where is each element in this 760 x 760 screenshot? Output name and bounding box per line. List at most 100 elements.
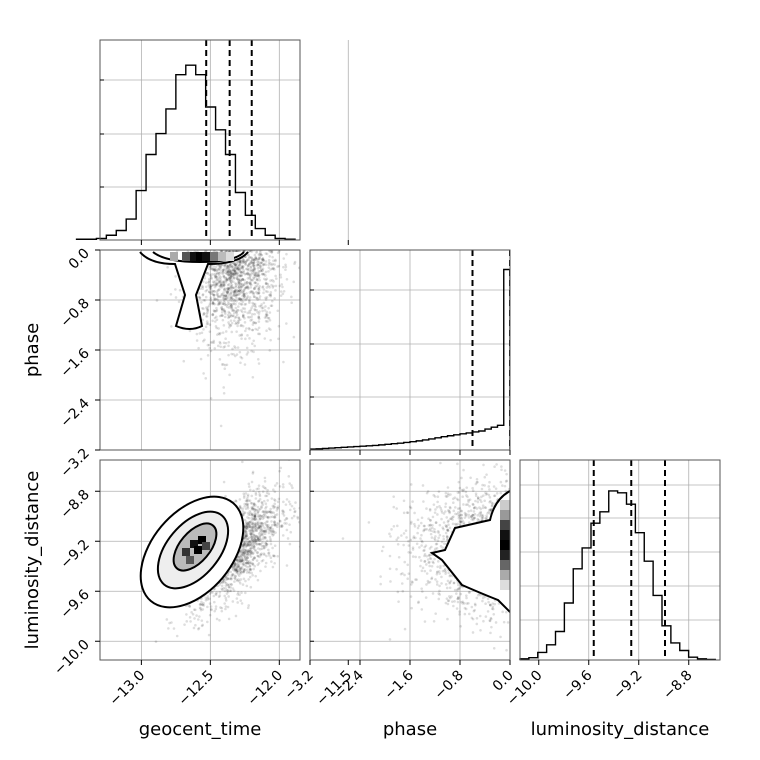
scatter-point (395, 507, 398, 510)
scatter-point (253, 527, 256, 531)
y-tick-label: −3.2 (57, 446, 92, 481)
scatter-point (267, 266, 271, 269)
scatter-point (249, 541, 253, 545)
scatter-point (262, 544, 266, 548)
scatter-point (395, 538, 399, 542)
scatter-point (254, 493, 258, 496)
scatter-point (229, 576, 233, 580)
scatter-point (252, 258, 256, 262)
scatter-point (268, 527, 272, 530)
scatter-point (271, 504, 275, 508)
scatter-point (251, 269, 255, 273)
scatter-point (482, 619, 485, 623)
scatter-point (220, 307, 224, 311)
scatter-point (505, 648, 508, 652)
scatter-point (436, 495, 440, 499)
scatter-point (224, 294, 228, 298)
scatter-point (259, 524, 263, 527)
scatter-point (244, 337, 247, 341)
scatter-point (458, 513, 461, 517)
scatter-point (240, 302, 243, 306)
scatter-point (236, 564, 240, 568)
scatter-point (447, 494, 450, 497)
scatter-point (271, 565, 275, 569)
scatter-point (460, 516, 463, 520)
scatter-point (443, 567, 447, 571)
scatter-point (285, 322, 288, 325)
scatter-point (470, 515, 473, 518)
scatter-point (224, 250, 227, 253)
scatter-point (257, 257, 260, 260)
x-tick-label: −13.0 (107, 668, 149, 710)
scatter-point (406, 511, 410, 515)
scatter-point (499, 480, 503, 484)
scatter-point (244, 530, 248, 533)
scatter-point (207, 343, 211, 347)
scatter-point (247, 485, 251, 488)
scatter-point (263, 337, 267, 340)
scatter-point (218, 333, 221, 336)
scatter-point (244, 298, 247, 302)
scatter-point (441, 526, 445, 530)
scatter-point (271, 262, 275, 266)
scatter-point (380, 549, 384, 553)
scatter-point (224, 276, 228, 280)
scatter-point (206, 310, 209, 314)
scatter-point (419, 564, 422, 568)
scatter-point (465, 602, 469, 605)
scatter-point (473, 505, 477, 509)
scatter-point (254, 529, 258, 532)
scatter-point (257, 274, 260, 277)
scatter-point (262, 512, 266, 516)
scatter-point (435, 572, 439, 576)
scatter-point (271, 278, 274, 282)
scatter-point (266, 525, 269, 529)
scatter-point (243, 294, 246, 298)
scatter-point (208, 330, 212, 333)
scatter-point (250, 546, 253, 550)
scatter-point (439, 544, 443, 548)
scatter-point (251, 557, 255, 561)
scatter-point (226, 589, 229, 592)
scatter-point (257, 326, 261, 330)
scatter-point (282, 514, 286, 517)
scatter-point (219, 250, 223, 253)
scatter-point (231, 268, 235, 272)
scatter-point (254, 538, 258, 542)
scatter-point (206, 605, 209, 609)
scatter-point (209, 607, 213, 611)
scatter-point (228, 311, 231, 315)
scatter-point (218, 358, 222, 361)
scatter-point (252, 546, 255, 549)
scatter-point (276, 507, 280, 510)
scatter-point (227, 283, 231, 286)
scatter-point (214, 605, 218, 608)
scatter-point (410, 606, 413, 610)
scatter-point (433, 511, 437, 514)
scatter-point (460, 517, 463, 520)
scatter-point (255, 542, 258, 546)
scatter-point (473, 602, 477, 606)
scatter-point (261, 558, 265, 562)
scatter-point (254, 271, 258, 274)
scatter-point (257, 547, 260, 550)
scatter-point (444, 601, 448, 605)
scatter-point (413, 522, 416, 526)
scatter-point (252, 502, 256, 505)
scatter-point (226, 577, 229, 580)
scatter-point (230, 583, 234, 586)
scatter-point (242, 270, 245, 274)
scatter-point (263, 532, 267, 536)
scatter-point (227, 325, 231, 329)
scatter-point (505, 472, 508, 476)
scatter-point (409, 506, 413, 510)
scatter-point (247, 549, 251, 553)
scatter-point (422, 549, 425, 552)
scatter-point (446, 486, 450, 489)
scatter-point (226, 287, 230, 290)
scatter-point (222, 346, 225, 349)
scatter-point (264, 509, 268, 513)
scatter-point (260, 269, 264, 272)
scatter-point (215, 308, 219, 312)
scatter-point (438, 572, 441, 575)
